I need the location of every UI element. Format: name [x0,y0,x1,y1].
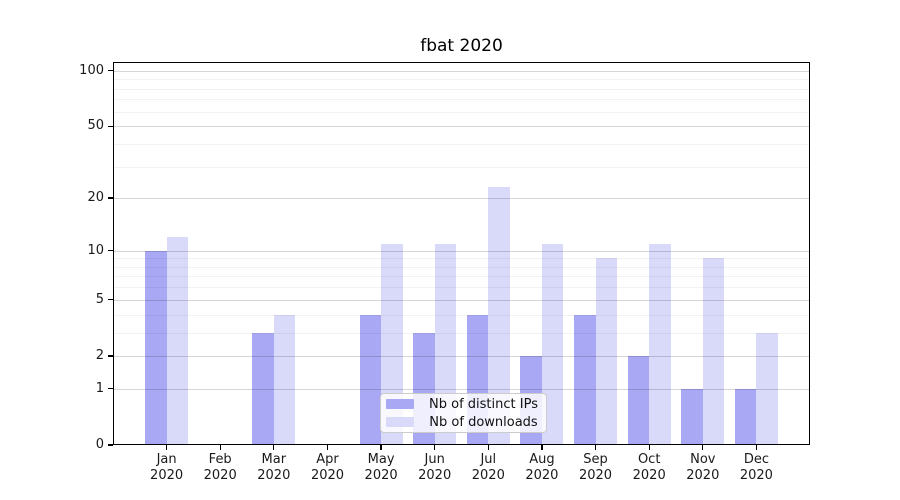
gridline-minor [113,143,810,145]
x-tick-mark [380,445,382,450]
x-tick-mark [648,445,650,450]
gridline-major [113,299,810,301]
bar-nb-of-distinct-ips [574,314,596,445]
gridline-minor [113,111,810,113]
y-tick-label: 5 [95,291,104,307]
y-tick-label: 50 [87,118,104,134]
gridline-major [113,70,810,72]
gridline-minor [113,276,810,278]
plot-area [113,62,810,445]
x-tick-label: Apr 2020 [310,452,345,483]
y-tick-label: 0 [95,437,104,452]
gridline-minor [113,266,810,268]
x-tick-label: Dec 2020 [739,452,773,483]
x-tick-mark [702,445,704,450]
gridline-minor [113,314,810,316]
y-tick-mark [108,444,113,446]
x-tick-label: Mar 2020 [257,452,291,483]
x-tick-label: Jul 2020 [471,452,505,483]
y-tick-label: 10 [87,242,104,258]
x-tick-label: Feb 2020 [203,452,237,483]
gridline-major [113,355,810,357]
bar-nb-of-downloads [273,314,296,445]
x-tick-mark [434,445,436,450]
y-tick-label: 20 [87,190,104,206]
bar-nb-of-downloads [649,243,671,445]
x-tick-label: Jun 2020 [418,452,452,483]
gridline-minor [113,79,810,81]
bar-nb-of-distinct-ips [252,332,274,445]
bar-nb-of-downloads [702,258,725,445]
gridline-minor [113,287,810,289]
legend: Nb of distinct IPs Nb of downloads [380,393,547,433]
bar-nb-of-distinct-ips [145,250,167,445]
legend-label-distinct-ips: Nb of distinct IPs [429,396,538,412]
gridlines-layer [113,62,810,445]
gridline-major [113,250,810,252]
y-tick-mark [108,299,113,301]
legend-item: Nb of downloads [386,415,540,430]
bar-nb-of-distinct-ips [734,388,757,445]
bar-nb-of-distinct-ips [359,314,382,445]
y-tick-mark [108,249,113,252]
bar-nb-of-distinct-ips [627,355,650,445]
y-tick-label: 2 [95,347,104,363]
y-tick-label: 100 [79,62,104,78]
x-tick-mark [219,445,221,450]
x-tick-mark [755,445,758,450]
x-tick-mark [165,445,168,450]
legend-swatch-distinct-ips [386,399,414,409]
x-tick-label: Oct 2020 [632,452,666,483]
x-tick-mark [594,445,597,450]
gridline-minor [113,166,810,168]
y-tick-label: 1 [95,380,104,396]
gridline-minor [113,258,810,260]
bar-nb-of-downloads [595,258,617,445]
legend-label-downloads: Nb of downloads [429,414,538,430]
bar-nb-of-downloads [756,332,778,445]
x-tick-label: May 2020 [364,452,398,483]
chart-title: fbat 2020 [420,36,503,56]
bar-nb-of-downloads [541,243,564,445]
y-tick-mark [108,197,113,199]
x-tick-label: Jan 2020 [150,452,184,483]
y-tick-mark [108,70,113,72]
x-tick-label: Sep 2020 [578,452,613,483]
gridline-major [113,198,810,200]
gridline-minor [113,99,810,101]
y-tick-mark [108,388,113,390]
x-tick-mark [326,445,329,450]
gridline-major [113,388,810,390]
gridline-minor [113,88,810,90]
y-tick-mark [108,125,113,127]
bar-nb-of-distinct-ips [681,388,703,445]
bar-nb-of-downloads [488,187,510,445]
y-tick-mark [108,355,113,357]
bar-nb-of-downloads [166,237,189,445]
legend-swatch-downloads [386,417,414,427]
gridline-major [113,126,810,128]
x-tick-mark [487,445,489,450]
gridline-minor [113,332,810,334]
legend-item: Nb of distinct IPs [386,397,540,412]
x-tick-label: Nov 2020 [686,452,720,483]
x-tick-mark [541,445,543,450]
x-tick-label: Aug 2020 [525,452,559,483]
x-tick-mark [273,445,275,450]
